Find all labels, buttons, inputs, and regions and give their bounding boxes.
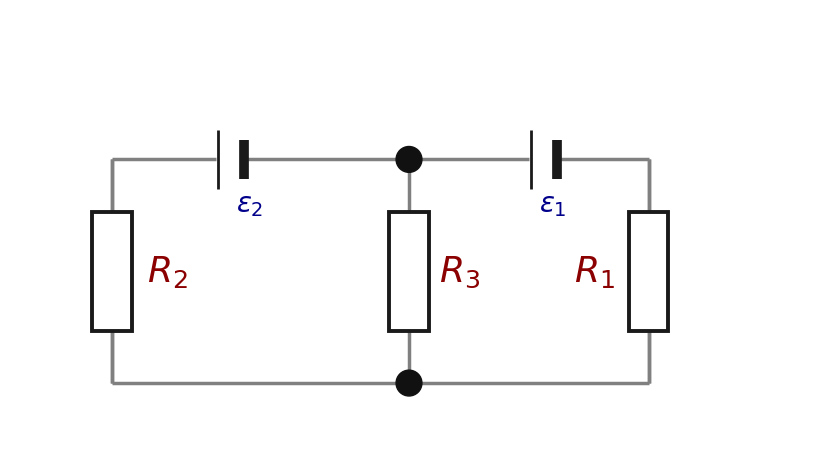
Text: $\varepsilon_1$: $\varepsilon_1$ [539, 191, 567, 218]
Text: $R_3$: $R_3$ [439, 254, 480, 289]
Text: $R_2$: $R_2$ [147, 254, 188, 290]
Circle shape [396, 147, 422, 173]
Circle shape [396, 370, 422, 396]
Text: $\varepsilon_2$: $\varepsilon_2$ [236, 191, 263, 218]
Bar [389, 212, 429, 331]
Bar [92, 212, 132, 331]
Bar [629, 212, 668, 331]
Text: $R_1$: $R_1$ [574, 254, 615, 290]
